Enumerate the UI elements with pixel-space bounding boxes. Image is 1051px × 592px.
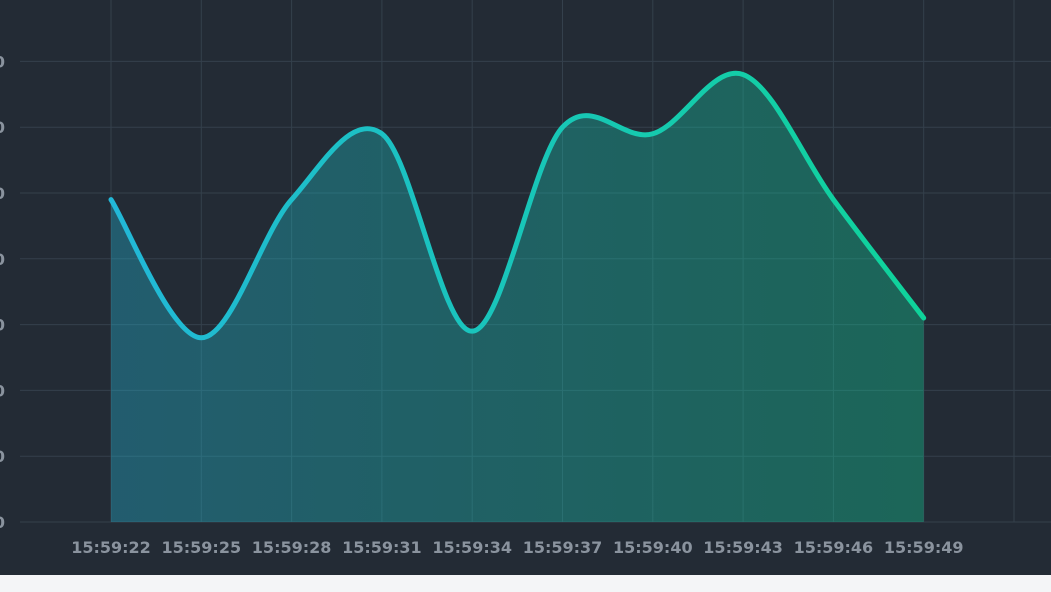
- y-tick-label: 0: [0, 184, 5, 203]
- x-tick-label: 15:59:49: [884, 538, 964, 557]
- x-tick-label: 15:59:34: [432, 538, 512, 557]
- y-tick-label: 0: [0, 381, 5, 400]
- bottom-strip: [0, 575, 1051, 592]
- x-tick-label: 15:59:28: [252, 538, 332, 557]
- y-tick-label: 0: [0, 250, 5, 269]
- x-tick-label: 15:59:25: [162, 538, 242, 557]
- x-axis-tick-labels: 15:59:22 15:59:25 15:59:28 15:59:31 15:59:34…: [71, 538, 963, 557]
- x-tick-label: 15:59:37: [523, 538, 603, 557]
- y-axis-tick-labels: 0 0 0 0 0 0 0 0: [0, 52, 5, 532]
- y-tick-label: 0: [0, 316, 5, 335]
- x-tick-label: 15:59:22: [71, 538, 151, 557]
- y-tick-label: 0: [0, 52, 5, 71]
- y-tick-label: 0: [0, 447, 5, 466]
- area-chart: 15:59:22 15:59:25 15:59:28 15:59:31 15:59:34…: [0, 0, 1051, 557]
- x-tick-label: 15:59:46: [794, 538, 874, 557]
- y-tick-label: 0: [0, 118, 5, 137]
- area-layer: [111, 73, 924, 523]
- x-tick-label: 15:59:31: [342, 538, 422, 557]
- x-tick-label: 15:59:40: [613, 538, 693, 557]
- chart-panel: 15:59:22 15:59:25 15:59:28 15:59:31 15:59:34…: [0, 0, 1051, 575]
- series-line: [108, 70, 927, 341]
- series-area-fill: [111, 73, 924, 523]
- y-tick-label: 0: [0, 513, 5, 532]
- line-layer: [108, 70, 927, 341]
- x-tick-label: 15:59:43: [703, 538, 783, 557]
